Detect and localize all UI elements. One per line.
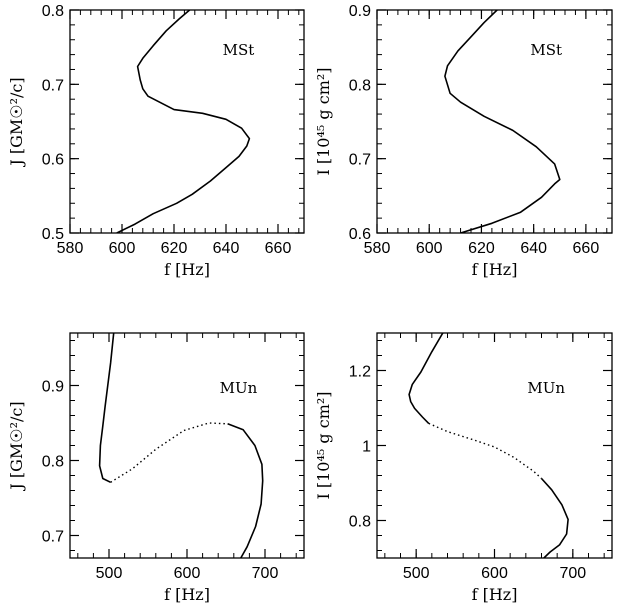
x-tick-label: 640 — [213, 240, 240, 257]
x-tick-label: 620 — [161, 240, 188, 257]
x-tick-label: 600 — [174, 565, 201, 582]
panel-bottom-left: 500 600 700 0.7 0.8 0.9 f [Hz] J [GM☉²/c] MUn — [7, 332, 305, 604]
panel-tag: MUn — [527, 379, 565, 397]
x-tick-label: 600 — [416, 240, 443, 257]
y-tick-label: 0.6 — [42, 152, 64, 169]
curve-solid — [98, 333, 115, 484]
x-axis-label: f [Hz] — [472, 585, 518, 604]
plot-frame — [69, 332, 305, 559]
panel-tag: MSt — [530, 41, 562, 59]
y-tick-label: 1.2 — [349, 364, 371, 381]
curve-solid — [444, 10, 561, 233]
y-tick-label: 0.8 — [349, 514, 371, 531]
curve-solid — [408, 333, 444, 424]
y-tick-label: 0.8 — [42, 454, 64, 471]
x-tick-label: 700 — [252, 565, 279, 582]
x-tick-label: 640 — [520, 240, 547, 257]
y-tick-label: 0.8 — [349, 77, 371, 94]
y-tick-label: 0.9 — [349, 3, 371, 20]
y-axis-label: I [10⁴⁵ g cm²] — [314, 67, 333, 175]
y-tick-label: 0.5 — [42, 226, 64, 243]
x-tick-label: 700 — [559, 565, 586, 582]
y-axis-label: I [10⁴⁵ g cm²] — [314, 391, 333, 499]
curve-solid — [227, 423, 264, 558]
plot-frame — [69, 9, 305, 234]
x-tick-label: 580 — [364, 240, 391, 257]
x-tick-label: 660 — [265, 240, 292, 257]
y-tick-label: 0.7 — [42, 529, 64, 546]
x-tick-label: 500 — [96, 565, 123, 582]
x-tick-label: 660 — [573, 240, 600, 257]
y-tick-label: 0.7 — [42, 77, 64, 94]
x-axis-label: f [Hz] — [164, 260, 210, 279]
panel-tag: MUn — [220, 379, 258, 397]
x-tick-label: 580 — [57, 240, 84, 257]
panel-top-right: 580 600 620 640 660 0.6 0.7 0.8 0.9 f [Hz] I [10⁴⁵… — [314, 3, 613, 279]
y-tick-label: 1 — [362, 439, 371, 456]
y-axis-label: J [GM☉²/c] — [7, 401, 26, 491]
x-tick-label: 500 — [403, 565, 430, 582]
curve-unstable-dotted — [110, 422, 228, 483]
x-axis-label: f [Hz] — [164, 585, 210, 604]
curve-unstable-dotted — [428, 422, 542, 480]
panel-tag: MSt — [223, 41, 255, 59]
x-tick-label: 600 — [481, 565, 508, 582]
y-tick-label: 0.8 — [42, 3, 64, 20]
panel-top-left: 580 600 620 640 660 0.5 0.6 0.7 0.8 f [Hz] J [GM☉²… — [7, 3, 305, 279]
plot-frame — [376, 9, 613, 234]
x-tick-label: 600 — [109, 240, 136, 257]
y-tick-label: 0.6 — [349, 226, 371, 243]
curve-solid — [116, 10, 251, 233]
curve-solid — [540, 477, 569, 558]
y-tick-label: 0.7 — [349, 152, 371, 169]
y-tick-label: 0.9 — [42, 379, 64, 396]
x-axis-label: f [Hz] — [472, 260, 518, 279]
x-tick-label: 620 — [468, 240, 495, 257]
plot-frame — [376, 332, 613, 559]
panel-bottom-right: 500 600 700 0.8 1 1.2 f [Hz] I [10⁴⁵ g cm²] MUn — [314, 332, 613, 604]
y-axis-label: J [GM☉²/c] — [7, 77, 26, 167]
